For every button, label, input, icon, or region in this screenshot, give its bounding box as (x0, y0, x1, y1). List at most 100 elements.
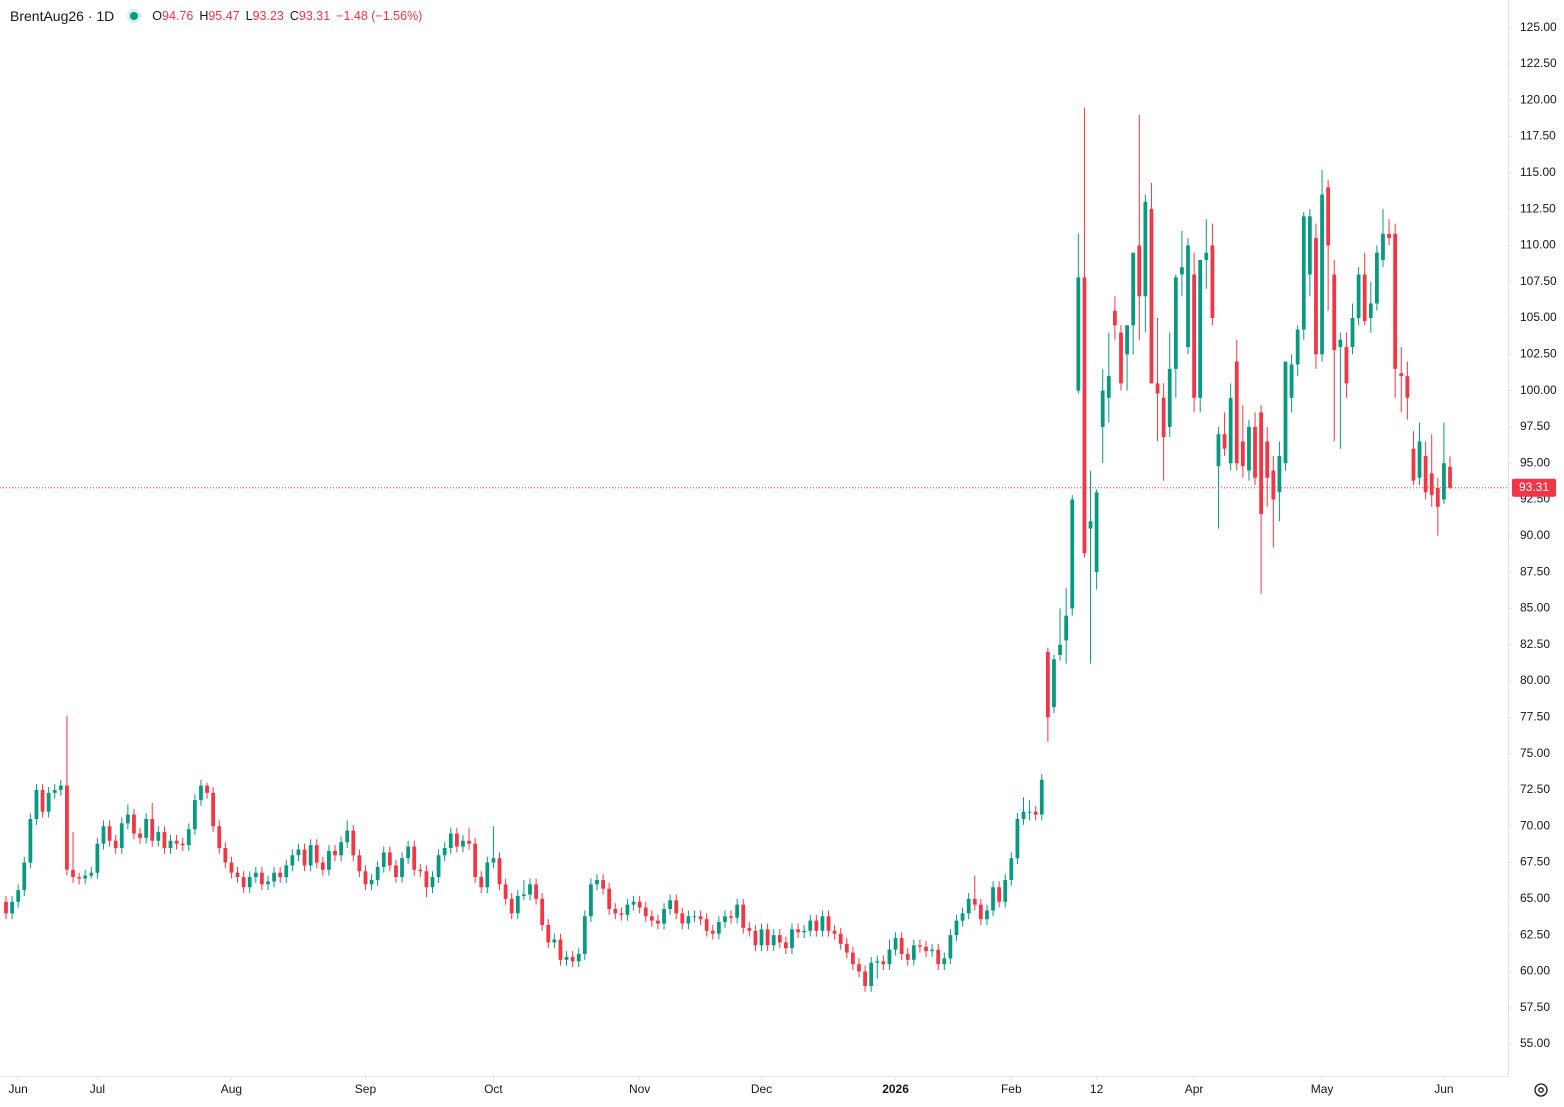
candle-body (406, 846, 411, 859)
candle-body (150, 818, 155, 841)
ohlc-item: L93.23 (246, 9, 284, 23)
candle-body (631, 901, 636, 905)
candle-body (77, 877, 82, 879)
candle-body (186, 829, 191, 846)
candle-body (997, 887, 1002, 902)
candle-body (1155, 383, 1160, 394)
candle-body (345, 830, 350, 843)
y-tick-label: 87.50 (1520, 564, 1550, 578)
candle-body (58, 785, 63, 790)
candle-body (1399, 373, 1404, 377)
candle-body (473, 843, 478, 878)
candle-body (1387, 233, 1391, 239)
candle-body (875, 961, 880, 963)
settings-icon[interactable] (1534, 1083, 1548, 1097)
candle-body (1131, 252, 1136, 326)
y-tick-label: 105.00 (1520, 310, 1557, 324)
candle-body (991, 887, 995, 911)
candle-body (1307, 216, 1312, 275)
candle-body (905, 954, 910, 960)
candle-body (113, 840, 118, 849)
candle-body (515, 895, 520, 914)
y-tick-label: 110.00 (1520, 238, 1556, 252)
ohlc-item: H95.47 (199, 9, 239, 23)
candle-body (838, 933, 843, 944)
candle-body (692, 916, 697, 918)
x-tick-label: Nov (629, 1082, 650, 1096)
x-tick-label: May (1311, 1082, 1334, 1096)
candle-body (747, 927, 752, 931)
x-tick-label: Jul (90, 1082, 105, 1096)
candle-body (1094, 492, 1099, 573)
candle-body (278, 872, 283, 878)
candle-body (576, 954, 581, 962)
candle-body (820, 916, 825, 931)
y-tick-label: 75.00 (1520, 746, 1550, 760)
ohlc-value: 93.31 (298, 9, 331, 23)
last-price-box (1512, 478, 1556, 497)
candle-body (16, 890, 21, 902)
y-tick-label: 85.00 (1520, 601, 1550, 615)
candle-body (960, 913, 965, 921)
y-tick-label: 90.00 (1520, 528, 1550, 542)
x-tick-label: Dec (751, 1082, 772, 1096)
gear-hub[interactable] (1538, 1087, 1544, 1093)
candle-body (375, 866, 380, 880)
y-tick-label: 125.00 (1520, 20, 1557, 34)
candle-body (930, 949, 934, 952)
candle-body (1076, 277, 1081, 391)
candle-body (1082, 277, 1087, 554)
legend: BrentAug26 · 1D O94.76 H95.47 L93.23 C93.31… (10, 8, 422, 24)
candle-body (844, 943, 849, 953)
candle-body (698, 916, 703, 920)
change: −1.48 (−1.56%) (336, 9, 423, 23)
candle-body (729, 916, 733, 918)
y-tick-label: 112.50 (1520, 201, 1556, 215)
candle-body (1448, 466, 1452, 488)
candle-body (753, 930, 758, 946)
y-tick-label: 80.00 (1520, 673, 1550, 687)
candle-body (771, 935, 776, 946)
candle-body (284, 865, 289, 878)
candle-body (656, 920, 660, 924)
candle-body (333, 850, 337, 856)
candle-body (363, 871, 368, 885)
candle-body (400, 858, 404, 878)
candle-body (52, 789, 57, 793)
candle-body (497, 858, 502, 885)
ohlc-label: O (152, 9, 163, 23)
gear[interactable] (1534, 1083, 1548, 1097)
candle-body (436, 855, 441, 878)
candle-body (680, 913, 685, 924)
candle-body (22, 862, 27, 891)
candle-body (1173, 277, 1178, 369)
candle-body (765, 929, 770, 946)
candle-body (1277, 455, 1282, 493)
y-tick-label: 102.50 (1520, 346, 1557, 360)
y-tick-label: 100.00 (1520, 383, 1557, 397)
y-tick-label: 55.00 (1520, 1036, 1550, 1050)
y-tick-label: 115.00 (1520, 165, 1556, 179)
candle-body (168, 840, 173, 849)
candle-body (1356, 274, 1361, 319)
candle-body (272, 872, 276, 882)
x-tick-label: Apr (1185, 1082, 1204, 1096)
candle-body (28, 818, 33, 863)
candle-body (552, 939, 557, 943)
candle-body (1320, 194, 1324, 355)
x-tick-label: Aug (221, 1082, 242, 1096)
candle-body (424, 871, 429, 888)
candle-body (1186, 245, 1190, 348)
candle-body (1064, 615, 1069, 641)
candle-body (369, 879, 374, 885)
candle-body (454, 833, 459, 847)
candle-body (802, 930, 807, 933)
candle-body (1374, 252, 1379, 304)
candle-body (1240, 441, 1245, 467)
candle-body (211, 792, 216, 827)
candle-body (796, 929, 800, 933)
candle-body (1381, 233, 1385, 260)
candle-body (978, 904, 983, 920)
candle-body (643, 907, 648, 917)
